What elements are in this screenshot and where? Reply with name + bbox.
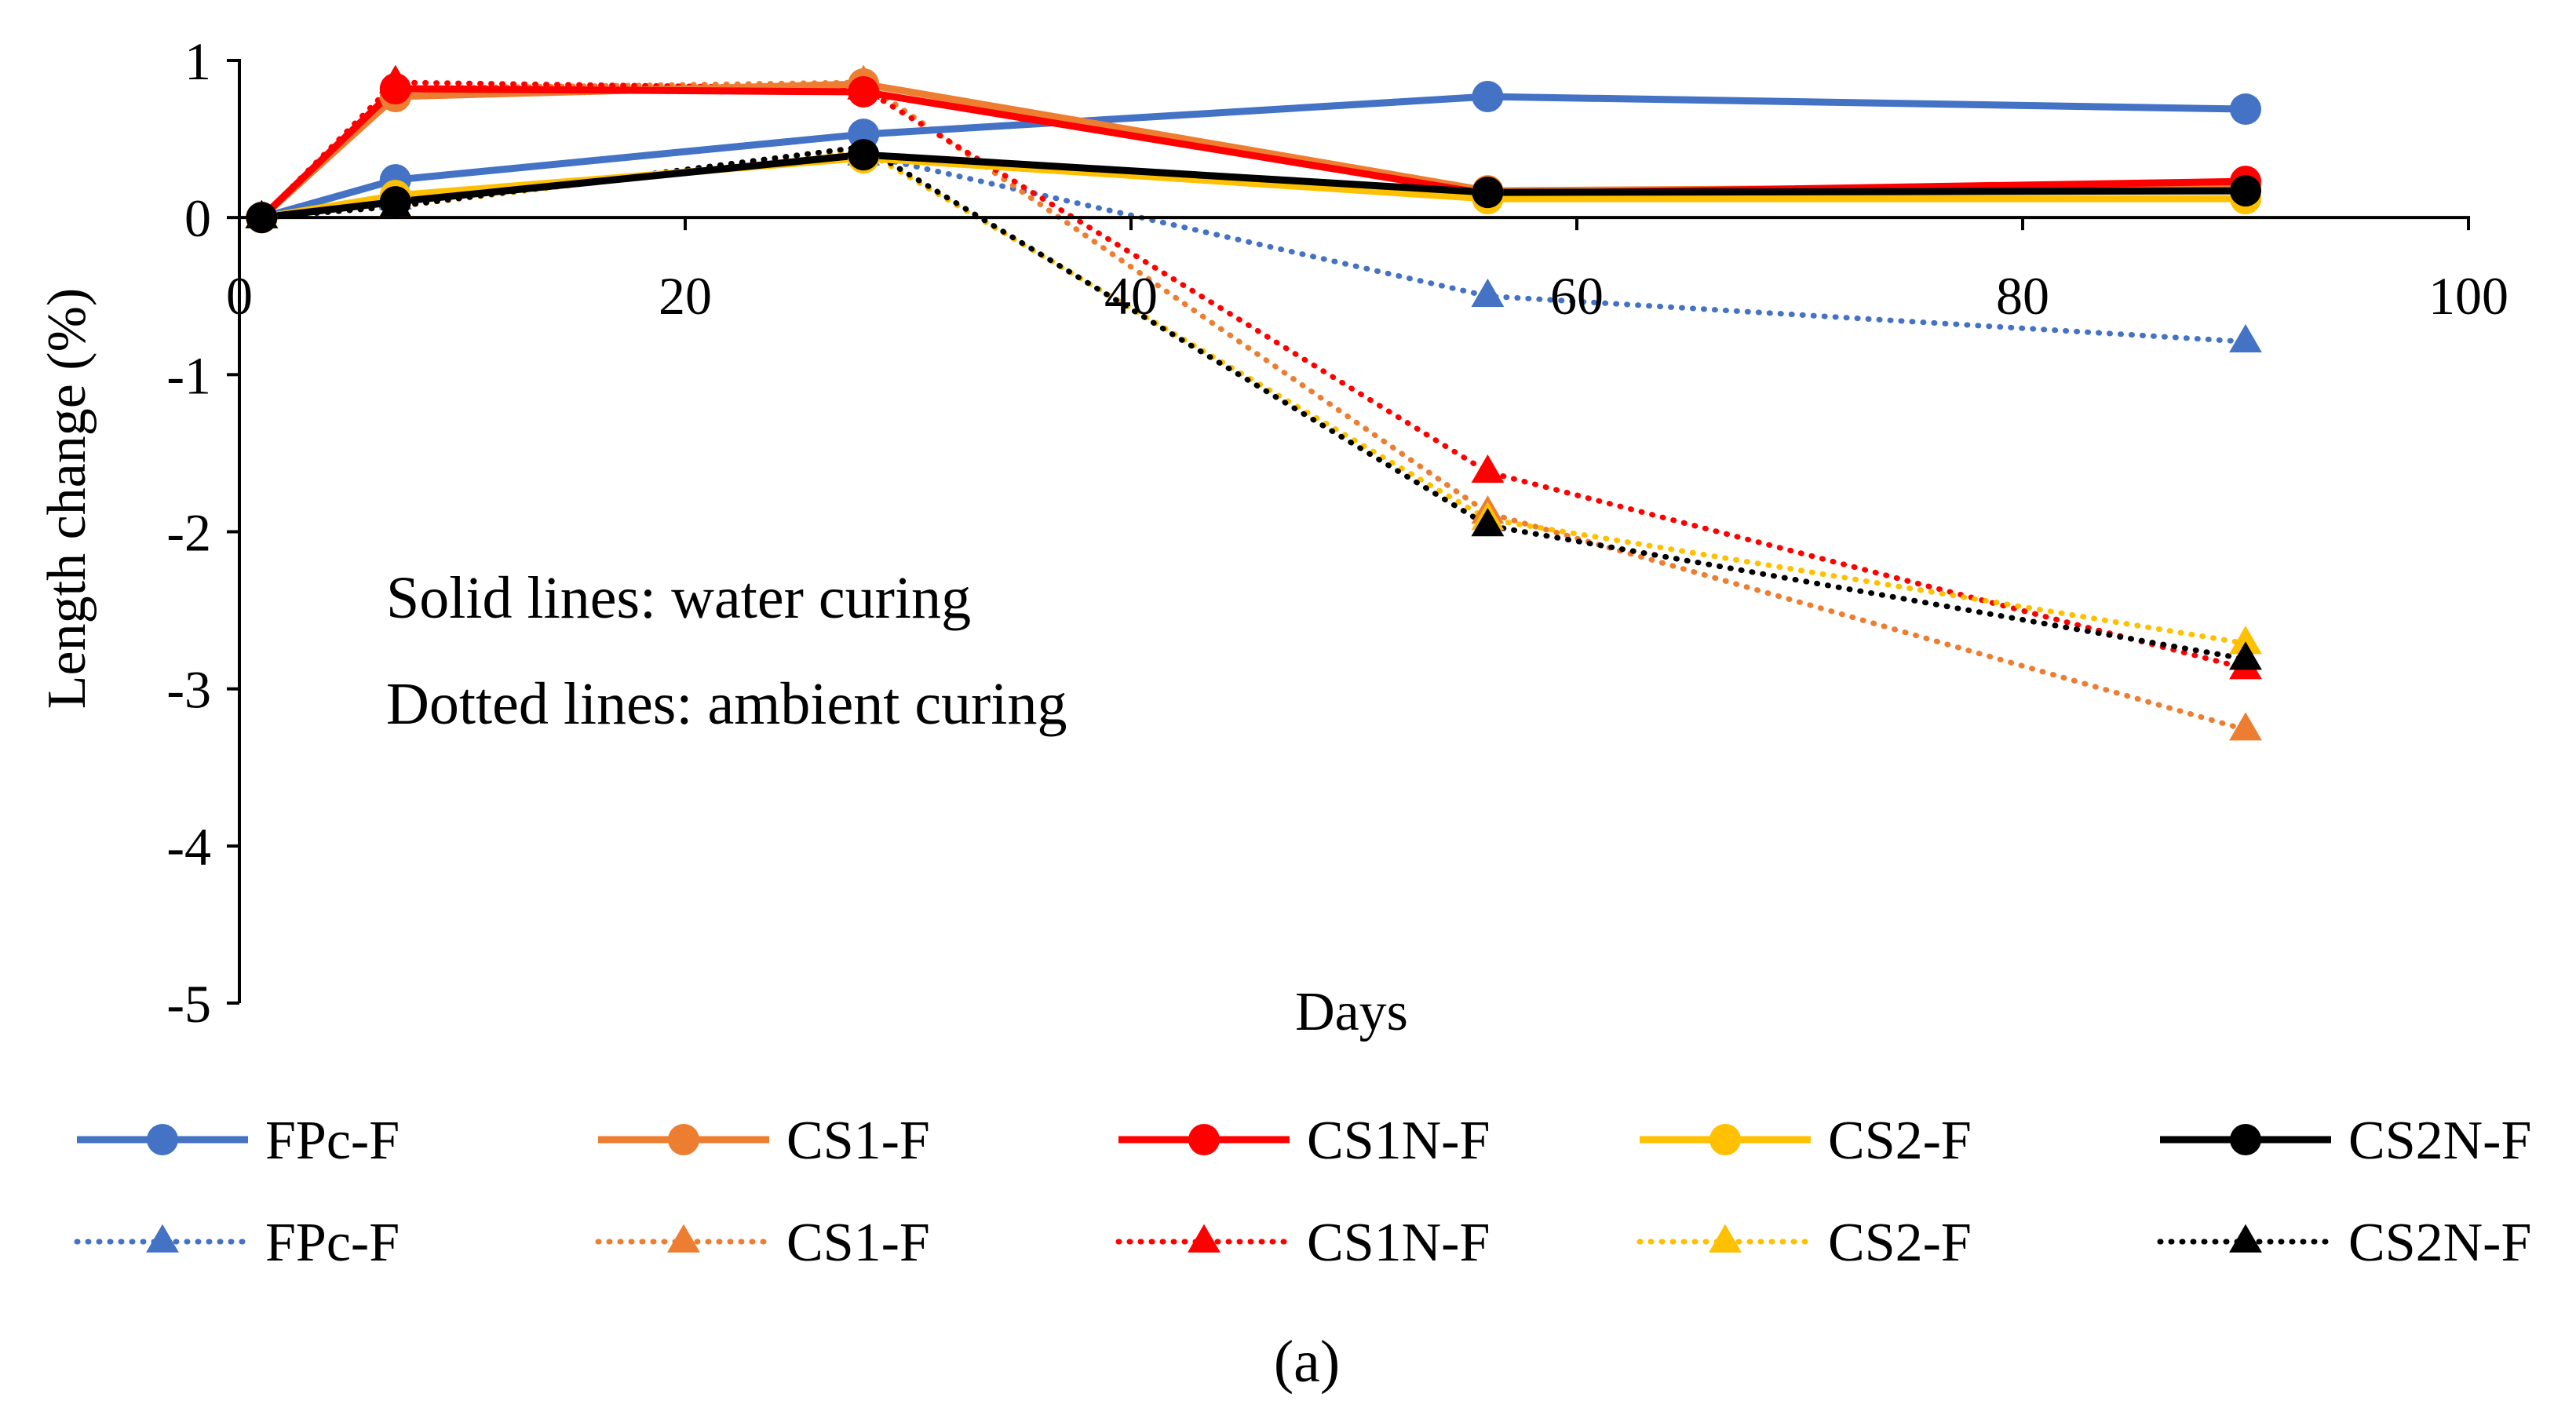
legend-label: CS2N-F [2348,1213,2531,1273]
y-tick-label: -3 [166,660,211,720]
x-tick-label: 100 [2428,266,2508,326]
legend-entry-ambient-cs2-f: CS2-F [1636,1213,1972,1273]
point-water-fpc-f-3 [1472,81,1504,113]
point-water-cs2n-f-0 [246,202,278,234]
legend-label: CS1N-F [1307,1111,1490,1171]
point-water-cs2n-f-2 [848,139,880,171]
point-ambient-cs1n-f-3 [1471,454,1505,483]
point-ambient-cs2n-f-4 [2229,641,2262,670]
point-ambient-cs2-f-4 [2229,626,2262,655]
legend-label: FPc-F [265,1213,400,1273]
legend-swatch-marker [1188,1124,1220,1155]
legend-entry-water-cs1n-f: CS1N-F [1118,1111,1490,1171]
legend-swatch-marker [1709,1224,1742,1253]
legend-label: CS2-F [1828,1213,1972,1273]
legend-label: CS1-F [786,1213,930,1273]
legend-swatch-marker [1188,1224,1220,1253]
point-water-cs2n-f-1 [379,186,411,218]
legend-entry-ambient-cs1-f: CS1-F [595,1213,930,1273]
x-tick-label: 80 [1996,266,2049,326]
x-axis-title: Days [1295,982,1408,1042]
x-tick-label: 20 [659,266,712,326]
y-tick-label: -1 [166,345,211,405]
point-water-fpc-f-4 [2230,93,2261,126]
y-tick-label: -5 [166,974,211,1034]
legend-label: CS1N-F [1307,1213,1490,1273]
y-axis-title: Length change (%) [37,288,97,709]
point-water-cs1n-f-1 [379,73,411,105]
legend-swatch-marker [1709,1124,1741,1155]
point-water-cs2n-f-3 [1472,177,1504,209]
y-tick-label: -2 [166,503,211,563]
annotations: Solid lines: water curing Dotted lines: a… [386,565,1340,1395]
point-ambient-cs1-f-4 [2229,712,2262,741]
legend-swatch-marker [147,1124,178,1155]
x-tick-label: 60 [1550,266,1604,326]
series-markers [245,64,2262,741]
point-water-cs1n-f-2 [848,76,880,108]
figure-caption: (a) [1274,1329,1340,1395]
legend-entry-water-cs2-f: CS2-F [1640,1111,1972,1171]
point-ambient-fpc-f-3 [1471,278,1505,307]
legend-entry-water-cs2n-f: CS2N-F [2160,1111,2531,1171]
series-lines [258,79,2249,733]
x-tick-label: 40 [1104,266,1158,326]
legend-swatch-marker [2229,1224,2262,1253]
legend-swatch-marker [668,1124,699,1155]
x-tick-label: 0 [226,266,253,326]
y-tick-label: 0 [184,188,211,248]
legend-label: CS2N-F [2348,1111,2531,1171]
legend-swatch-marker [146,1224,179,1253]
legend-entry-ambient-cs1n-f: CS1N-F [1115,1213,1490,1273]
axes [227,59,2470,1005]
legend-label: CS1-F [786,1111,930,1171]
legend-swatch-marker [2230,1124,2261,1155]
legend-label: CS2-F [1828,1111,1972,1171]
note-ambient-curing: Dotted lines: ambient curing [386,671,1067,737]
legend-label: FPc-F [265,1111,400,1171]
legend-swatch-marker [667,1224,700,1253]
legend-entry-ambient-fpc-f: FPc-F [74,1213,400,1273]
legend-entry-water-cs1-f: CS1-F [598,1111,930,1171]
legend-entry-ambient-cs2n-f: CS2N-F [2157,1213,2531,1273]
point-water-cs2n-f-4 [2230,175,2261,207]
y-tick-label: 1 [184,31,211,91]
y-tick-label: -4 [166,817,211,877]
point-ambient-cs2n-f-3 [1471,508,1505,537]
legend-entry-water-fpc-f: FPc-F [77,1111,400,1171]
note-water-curing: Solid lines: water curing [386,565,971,631]
point-ambient-fpc-f-4 [2229,323,2262,353]
legend: FPc-F CS1-F CS1N-F CS2-F CS2N-F FPc-F CS1-F CS1… [74,1111,2531,1273]
